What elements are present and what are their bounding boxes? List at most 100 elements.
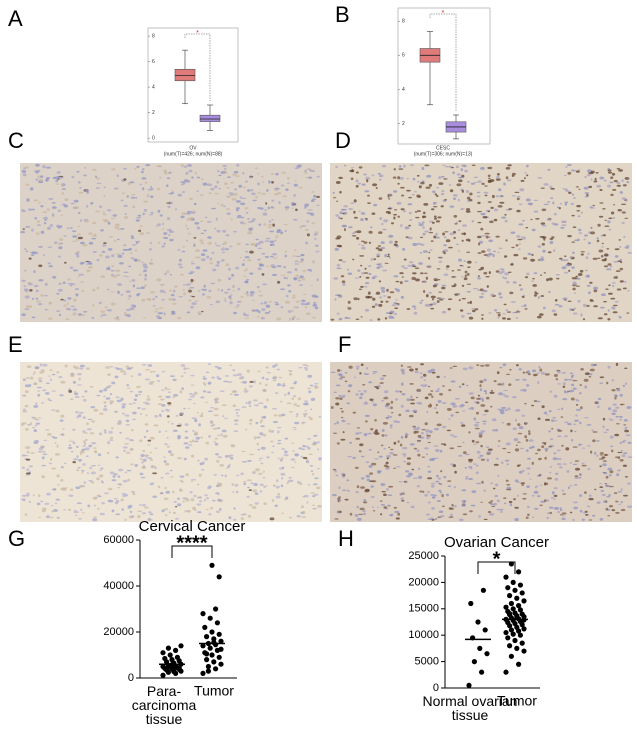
cell (397, 182, 400, 185)
cell (436, 375, 440, 379)
cell (60, 214, 63, 217)
cell (258, 290, 262, 293)
cell (105, 387, 110, 389)
cell (355, 185, 359, 188)
cell (507, 164, 512, 167)
cell (457, 269, 461, 271)
cell (227, 288, 231, 291)
cell (157, 317, 162, 320)
cell (35, 170, 39, 174)
cell (470, 182, 475, 185)
cell (272, 379, 277, 382)
cell (316, 175, 320, 178)
cell (334, 423, 337, 425)
data-point (176, 665, 182, 671)
cell (76, 455, 79, 459)
cell (426, 436, 430, 440)
cell (149, 458, 154, 461)
cell (426, 410, 429, 414)
cell (391, 412, 394, 414)
cell (410, 398, 415, 401)
cell (202, 377, 207, 380)
cell (496, 371, 500, 375)
cell (292, 450, 295, 452)
cell (546, 218, 552, 221)
cell (371, 212, 376, 215)
cell (136, 293, 140, 297)
cell (487, 174, 491, 178)
cell (457, 445, 462, 448)
cell (393, 441, 397, 445)
cell (397, 440, 400, 443)
cell (436, 186, 439, 189)
cell (296, 300, 300, 303)
cell (149, 241, 152, 245)
cell (163, 456, 166, 459)
cell (306, 233, 310, 237)
cell (179, 475, 185, 478)
cell (360, 486, 366, 489)
cell (566, 164, 572, 166)
cell (232, 290, 236, 292)
cell (438, 176, 442, 180)
cell (159, 492, 164, 495)
cell (493, 380, 497, 383)
cell (451, 503, 454, 507)
cell (384, 434, 388, 437)
cell (432, 190, 436, 194)
cell (427, 385, 431, 388)
cell (32, 417, 38, 420)
cell (378, 231, 383, 235)
cell (448, 507, 454, 510)
cell (408, 224, 411, 227)
cell (536, 400, 541, 403)
cell (29, 187, 34, 191)
cell (387, 414, 390, 418)
cell (544, 373, 550, 376)
cell (78, 181, 81, 184)
cell (514, 517, 519, 522)
cell (586, 445, 591, 447)
cell (200, 253, 206, 256)
cell (252, 489, 258, 493)
cell (277, 426, 282, 429)
cell (191, 295, 195, 298)
cell (223, 182, 228, 185)
cell (524, 403, 527, 405)
cell (486, 460, 489, 462)
cell (236, 242, 241, 246)
cell (24, 295, 30, 299)
cell (154, 414, 159, 418)
cell (136, 287, 142, 289)
cell (79, 485, 83, 488)
cell (595, 172, 599, 174)
cell (281, 384, 286, 387)
cell (348, 208, 354, 210)
data-point (505, 585, 511, 591)
cell (564, 255, 567, 257)
cell (148, 511, 152, 514)
cell (130, 491, 135, 493)
cell (365, 176, 371, 180)
cell (290, 458, 296, 461)
cell (533, 374, 537, 377)
cell (603, 301, 607, 303)
cell (170, 375, 175, 377)
cell (274, 504, 278, 508)
cell (363, 512, 366, 516)
cell (310, 408, 313, 411)
cell (129, 439, 134, 441)
cell (617, 451, 623, 454)
cell (490, 293, 495, 297)
cell (283, 453, 289, 457)
cell (610, 176, 614, 179)
x-label: CESC (436, 145, 450, 151)
cell (152, 472, 158, 475)
cell (368, 241, 371, 244)
cell (59, 394, 64, 397)
cell (434, 448, 440, 453)
cell (355, 437, 361, 440)
cell (594, 401, 598, 405)
cell (73, 365, 76, 369)
cell (70, 202, 75, 205)
